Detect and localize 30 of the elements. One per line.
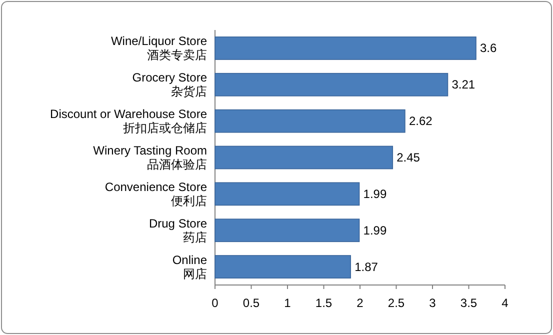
y-tick-label: Drug Store 药店 xyxy=(148,216,208,244)
data-label: 1.87 xyxy=(354,260,378,274)
data-label: 2.45 xyxy=(396,150,420,164)
data-label: 2.62 xyxy=(408,114,433,128)
bar xyxy=(214,72,448,96)
bar xyxy=(214,109,406,133)
x-tick-label: 3 xyxy=(429,296,436,310)
data-label: 3.6 xyxy=(480,41,498,56)
bar xyxy=(214,218,360,242)
bar xyxy=(214,255,351,278)
y-tick-label: Wine/Liquor Store 酒类专卖店 xyxy=(110,34,208,62)
data-label: 1.99 xyxy=(363,223,387,238)
y-tick-label: Grocery Store 杂货店 xyxy=(132,70,208,99)
x-tick-label: 2.5 xyxy=(388,296,405,310)
y-tick-label: Discount or Warehouse Store 折扣店或仓储店 xyxy=(50,107,208,136)
x-tick-label: 1.5 xyxy=(315,296,332,310)
y-tick-label: Convenience Store 便利店 xyxy=(104,180,208,208)
x-tick-label: 0.5 xyxy=(242,296,260,310)
x-tick-label: 2 xyxy=(356,296,364,310)
bar xyxy=(214,36,476,60)
x-tick-label: 1 xyxy=(284,296,292,310)
data-label: 3.21 xyxy=(452,78,476,92)
x-tick-label: 4 xyxy=(502,296,509,310)
data-label: 1.99 xyxy=(363,186,387,201)
bar xyxy=(214,182,360,206)
y-tick-label: Online 网店 xyxy=(172,252,208,281)
y-tick-label: Winery Tasting Room 品酒体验店 xyxy=(93,144,207,172)
x-tick-label: 0 xyxy=(212,296,219,310)
bar xyxy=(214,146,394,170)
x-tick-label: 3.5 xyxy=(460,296,478,310)
